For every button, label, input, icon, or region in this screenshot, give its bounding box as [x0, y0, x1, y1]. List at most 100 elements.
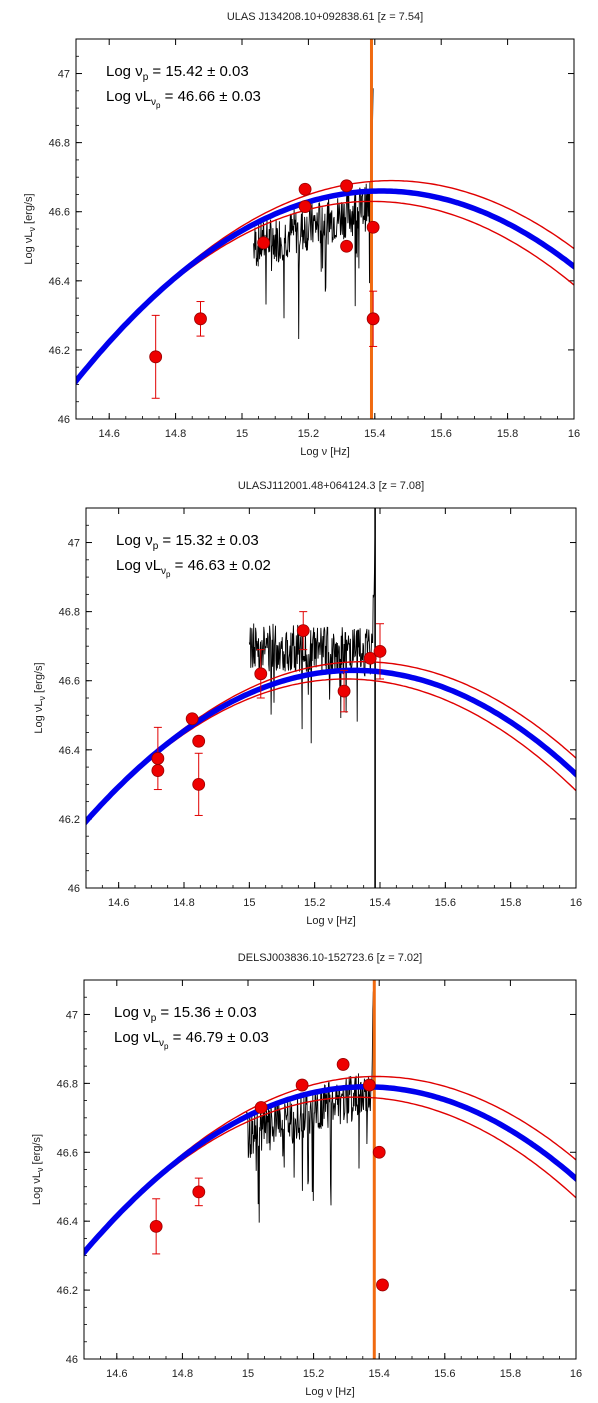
plot-frame [85, 507, 577, 889]
y-label-sub: ν [35, 1167, 45, 1172]
y-tick-label: 46.2 [57, 1285, 78, 1297]
photometry-point [362, 1078, 376, 1092]
y-tick-label: 46.6 [49, 207, 70, 219]
x-tick-label: 14.6 [98, 428, 119, 440]
x-tick-label: 15.6 [435, 897, 456, 909]
sed-panel-2: ULASJ112001.48+064124.3 [z = 7.08] 14.6 14… [33, 480, 582, 927]
chart-title: DELSJ003836.10-152723.6 [z = 7.02] [238, 952, 422, 964]
y-label-unit: [erg/s] [23, 193, 35, 227]
fit-lower-curve [84, 1096, 576, 1253]
photometry-point [151, 764, 165, 777]
peak-frequency-label: Log νp = 15.36 ± 0.03 [114, 1004, 257, 1024]
spectrum-line [245, 980, 375, 1223]
peak-frequency-label: Log νp = 15.42 ± 0.03 [106, 63, 249, 83]
photometry-point [192, 1185, 206, 1199]
x-axis-label: Log ν [Hz] [306, 915, 356, 927]
peak-frequency-label: Log νp = 15.32 ± 0.03 [116, 532, 259, 552]
photometry-point [340, 239, 353, 253]
peak-luminosity-label: Log νLνp = 46.66 ± 0.03 [106, 88, 261, 110]
x-tick-label: 16 [568, 428, 580, 440]
y-label-unit: [erg/s] [33, 662, 45, 696]
photometry-point [257, 236, 270, 250]
x-tick-label: 15.8 [497, 428, 518, 440]
x-tick-label: 14.8 [173, 897, 194, 909]
photometry-point [336, 1058, 350, 1071]
y-tick-label: 46.8 [57, 1078, 78, 1090]
x-tick-label: 15.2 [304, 897, 325, 909]
y-tick-label: 47 [68, 538, 80, 550]
y-axis-label: Log νLν [erg/s] [23, 193, 37, 264]
y-label-sub: ν [37, 696, 47, 701]
y-tick-label: 46.4 [59, 745, 80, 757]
plot-area [76, 39, 574, 419]
y-tick-label: 46.2 [49, 345, 70, 357]
y-axis-label: Log νLν [erg/s] [31, 1134, 45, 1205]
fit-best-curve [84, 1084, 576, 1257]
photometry-point [376, 1278, 389, 1292]
y-label-main: Log νL [31, 1172, 43, 1205]
photometry-point [337, 684, 351, 698]
photometry-point [254, 667, 268, 681]
photometry-point [366, 220, 380, 234]
photometry-point [366, 312, 380, 326]
x-tick-label: 14.6 [106, 1368, 127, 1380]
x-tick-label: 15.4 [364, 428, 385, 440]
peak-luminosity-label: Log νLνp = 46.79 ± 0.03 [114, 1029, 269, 1051]
photometry-point [340, 179, 353, 193]
y-tick-label: 46 [58, 414, 70, 426]
fit-best-curve [76, 188, 574, 386]
x-tick-label: 16 [570, 1368, 582, 1380]
x-axis-label: Log ν [Hz] [305, 1386, 355, 1398]
spectrum-line [248, 525, 376, 744]
photometry-point [295, 1078, 309, 1092]
x-tick-label: 15.2 [298, 428, 319, 440]
x-tick-label: 15 [236, 428, 248, 440]
x-tick-label: 15.4 [369, 897, 390, 909]
photometry-point [151, 752, 165, 765]
photometry-point [373, 644, 387, 658]
photometry-point [298, 182, 312, 196]
x-tick-label: 15.6 [434, 1368, 455, 1380]
x-tick-label: 15.2 [303, 1368, 324, 1380]
x-tick-label: 15.8 [500, 897, 521, 909]
x-tick-label: 15 [242, 1368, 254, 1380]
y-tick-label: 46 [68, 883, 80, 895]
y-tick-label: 46.6 [59, 676, 80, 688]
x-axis-label: Log ν [Hz] [300, 446, 350, 458]
photometry-point [363, 651, 377, 665]
peak-luminosity-label: Log νLνp = 46.63 ± 0.02 [116, 557, 271, 579]
x-tick-label: 16 [570, 897, 582, 909]
y-tick-label: 46.4 [49, 276, 70, 288]
x-tick-label: 14.8 [165, 428, 186, 440]
photometry-point [298, 200, 312, 213]
sed-panel-3: DELSJ003836.10-152723.6 [z = 7.02] 14.6 14… [31, 952, 582, 1398]
spectrum-line [253, 88, 374, 340]
fit-best-curve [86, 667, 576, 826]
y-label-unit: [erg/s] [31, 1134, 43, 1168]
photometry-point [192, 777, 206, 791]
plot-area [86, 508, 576, 888]
sed-panel-1: ULAS J134208.10+092838.61 [z = 7.54] 14.6… [23, 11, 580, 458]
y-tick-label: 46 [66, 1354, 78, 1366]
x-tick-label: 15.6 [430, 428, 451, 440]
y-label-sub: ν [27, 227, 37, 232]
photometry-point [372, 1145, 386, 1159]
photometry-point [194, 312, 207, 326]
x-tick-label: 14.6 [108, 897, 129, 909]
plot-frame [83, 979, 577, 1360]
x-tick-label: 15 [243, 897, 255, 909]
y-tick-label: 47 [66, 1009, 78, 1021]
photometry-point [149, 350, 163, 364]
y-tick-label: 47 [58, 69, 70, 81]
y-tick-label: 46.8 [59, 607, 80, 619]
photometry-point [185, 712, 199, 726]
y-axis-label: Log νLν [erg/s] [33, 662, 47, 733]
y-tick-label: 46.8 [49, 138, 70, 150]
photometry-point [149, 1219, 163, 1233]
chart-title: ULASJ112001.48+064124.3 [z = 7.08] [238, 480, 424, 492]
fit-upper-curve [86, 661, 576, 824]
photometry-point [192, 734, 206, 748]
x-tick-label: 15.8 [500, 1368, 521, 1380]
y-tick-label: 46.6 [57, 1147, 78, 1159]
